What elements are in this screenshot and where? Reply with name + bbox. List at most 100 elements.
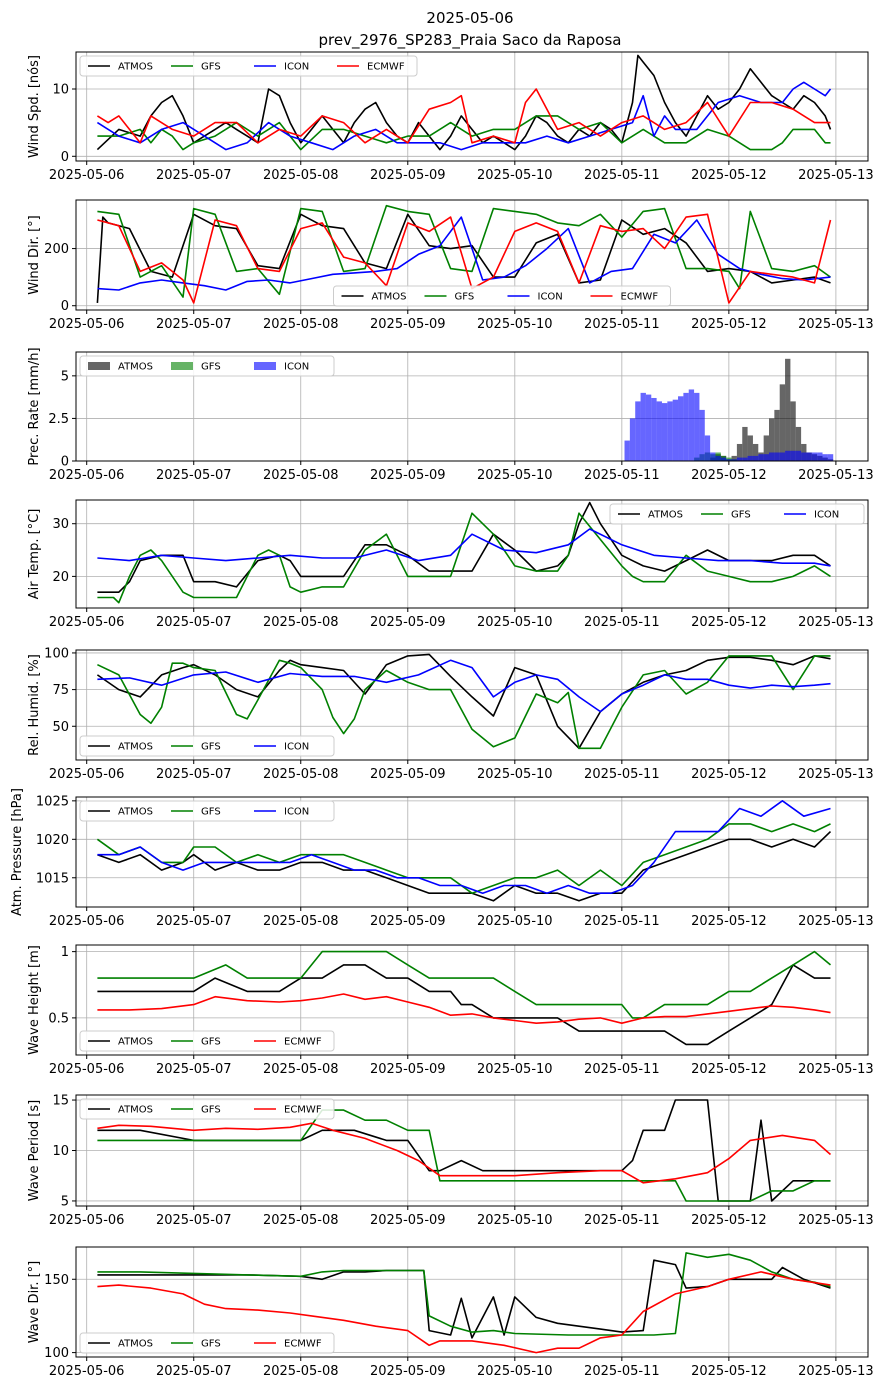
legend-label-atmos: ATMOS [118, 1339, 153, 1350]
bar-icon [661, 403, 668, 461]
legend-label-gfs: GFS [201, 1339, 221, 1350]
y-tick-label: 30 [52, 517, 69, 532]
x-tick-label: 2025-05-12 [691, 317, 767, 332]
x-tick-label: 2025-05-13 [798, 468, 874, 483]
bar-icon [715, 455, 721, 461]
series-line-gfs [96, 823, 831, 895]
legend-label-gfs: GFS [201, 1105, 221, 1116]
x-tick-label: 2025-05-07 [156, 1364, 232, 1379]
bar-icon [779, 452, 786, 461]
x-tick-label: 2025-05-07 [156, 767, 232, 782]
x-tick-label: 2025-05-09 [370, 168, 446, 183]
series-line-gfs [97, 655, 831, 750]
x-tick-label: 2025-05-11 [584, 615, 660, 630]
bar-icon [678, 396, 684, 461]
series-line-gfs [97, 950, 832, 1019]
x-tick-label: 2025-05-11 [584, 767, 660, 782]
plot-area [96, 204, 832, 304]
legend-label-atmos: ATMOS [372, 292, 407, 303]
y-tick-label: 100 [44, 646, 69, 661]
series-line-ecmwf [97, 1271, 831, 1354]
legend-label-atmos: ATMOS [118, 362, 153, 373]
y-tick-label: 1015 [36, 871, 69, 886]
bar-icon [710, 452, 716, 461]
figure-date-title: 2025-05-06 [426, 9, 513, 27]
bar-atmos [785, 358, 791, 461]
bar-atmos [774, 409, 780, 461]
bar-icon [683, 392, 689, 461]
plot-area [96, 54, 832, 151]
x-tick-label: 2025-05-10 [477, 468, 553, 483]
series-line-gfs [97, 512, 831, 604]
legend-box [79, 1098, 335, 1120]
panel-4: 2025-05-06 2025-05-07 2025-05-08 2025-05-09… [27, 646, 874, 782]
legend-label-atmos: ATMOS [118, 807, 153, 818]
series-line-gfs [97, 1252, 831, 1336]
legend-label-ecmwf: ECMWF [284, 1339, 322, 1350]
legend-label-ecmwf: ECMWF [367, 62, 405, 73]
x-tick-label: 2025-05-12 [691, 767, 767, 782]
legend-label-gfs: GFS [201, 807, 221, 818]
plot-area [97, 501, 831, 604]
legend-label-atmos: ATMOS [648, 510, 683, 521]
y-tick-label: 1025 [36, 794, 69, 809]
panel-0: 2025-05-06 2025-05-07 2025-05-08 2025-05-09… [27, 51, 874, 183]
bar-icon [629, 418, 636, 461]
y-tick-label: 10 [52, 1144, 69, 1159]
y-tick-label: 2.5 [48, 412, 69, 427]
axes-frame [75, 499, 869, 609]
x-tick-label: 2025-05-08 [263, 767, 339, 782]
x-tick-label: 2025-05-11 [584, 317, 660, 332]
bar-icon [624, 440, 630, 461]
x-tick-label: 2025-05-10 [477, 767, 553, 782]
x-tick-label: 2025-05-08 [263, 1062, 339, 1077]
legend: ATMOS GFS ICON [79, 800, 335, 822]
y-tick-label: 100 [44, 1346, 69, 1361]
legend: ATMOS GFS ICON ECMWF [79, 55, 418, 77]
legend-label-icon: ICON [284, 62, 309, 73]
x-tick-label: 2025-05-12 [691, 468, 767, 483]
y-tick-label: 1020 [36, 833, 69, 848]
series-line-icon [96, 81, 832, 151]
axes-frame [75, 1246, 869, 1358]
x-tick-label: 2025-05-12 [691, 1364, 767, 1379]
plot-area [97, 950, 832, 1046]
axes-frame [75, 199, 869, 311]
x-tick-label: 2025-05-11 [584, 1213, 660, 1228]
y-axis-label: Wave Height [m] [27, 945, 42, 1055]
y-tick-label: 1 [61, 945, 69, 960]
legend-label-gfs: GFS [201, 742, 221, 753]
bar-icon [726, 459, 732, 461]
y-tick-label: 5 [61, 369, 69, 384]
x-tick-label: 2025-05-06 [49, 914, 125, 929]
x-tick-label: 2025-05-06 [49, 317, 125, 332]
legend-label-gfs: GFS [455, 292, 475, 303]
legend-label-icon: ICON [284, 742, 309, 753]
bar-icon [699, 409, 705, 461]
x-tick-label: 2025-05-13 [798, 1062, 874, 1077]
legend-swatch-icon [254, 362, 276, 370]
bar-icon [758, 454, 764, 461]
panel-5: 2025-05-06 2025-05-07 2025-05-08 2025-05-09… [10, 788, 874, 929]
x-tick-label: 2025-05-09 [370, 1364, 446, 1379]
x-tick-label: 2025-05-07 [156, 317, 232, 332]
y-axis-label: Wave Period [s] [27, 1100, 42, 1201]
y-tick-label: 0 [61, 299, 69, 314]
y-axis-label: Prec. Rate [mm/h] [27, 347, 42, 465]
plot-area [97, 1252, 831, 1354]
axes-frame [75, 51, 869, 162]
x-tick-label: 2025-05-09 [370, 317, 446, 332]
bar-icon [811, 452, 818, 461]
legend-box [79, 800, 335, 822]
legend-label-atmos: ATMOS [118, 62, 153, 73]
series-line-atmos [97, 501, 831, 594]
bar-icon [667, 401, 673, 461]
axes-frame [75, 944, 869, 1056]
series-line-atmos [97, 831, 832, 902]
y-axis-label: Air Temp. [°C] [27, 509, 42, 600]
plot-area [96, 799, 832, 902]
x-tick-label: 2025-05-10 [477, 1364, 553, 1379]
y-axis-label: Rel. Humid. [%] [27, 654, 42, 756]
bar-icon [731, 459, 737, 461]
y-tick-label: 0 [61, 455, 69, 470]
